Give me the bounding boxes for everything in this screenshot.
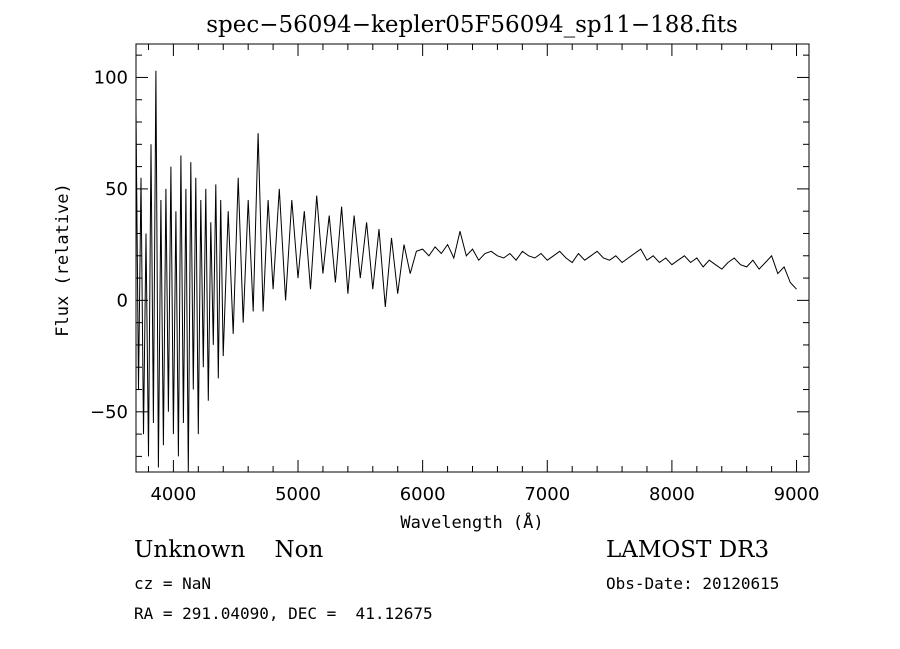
observation-date: Obs-Date: 20120615: [606, 574, 780, 593]
redshift-value: cz = NaN: [134, 574, 212, 593]
plot-frame: [135, 43, 810, 473]
x-tick-label: 6000: [400, 484, 446, 505]
y-tick-label: −50: [90, 402, 128, 423]
x-tick-label: 5000: [275, 484, 321, 505]
x-tick-label: 4000: [150, 484, 196, 505]
object-classification: Unknown Non: [134, 537, 324, 563]
x-tick-label: 9000: [774, 484, 820, 505]
survey-name: LAMOST DR3: [606, 537, 770, 563]
y-axis-label: Flux (relative): [53, 183, 73, 337]
spectrum-line: [135, 70, 797, 473]
x-tick-label: 7000: [524, 484, 570, 505]
x-tick-label: 8000: [649, 484, 695, 505]
x-axis-label: Wavelength (Å): [400, 511, 543, 533]
y-tick-label: 50: [105, 179, 128, 200]
sky-coordinates: RA = 291.04090, DEC = 41.12675: [134, 604, 433, 623]
axis-ticks: [136, 44, 809, 472]
y-tick-labels: −50 0 50 100: [90, 67, 128, 422]
y-tick-label: 0: [117, 290, 128, 311]
y-tick-label: 100: [94, 67, 128, 88]
chart-title: spec−56094−kepler05F56094_sp11−188.fits: [206, 12, 738, 38]
x-tick-labels: 4000 5000 6000 7000 8000 9000: [150, 484, 819, 505]
